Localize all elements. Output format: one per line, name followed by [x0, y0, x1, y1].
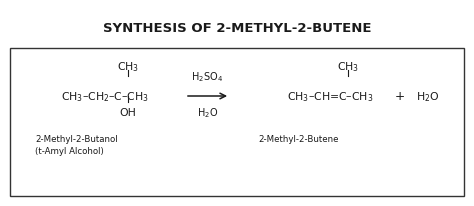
Text: (t-Amyl Alcohol): (t-Amyl Alcohol)	[35, 146, 104, 155]
Text: CH$_3$–CH=C–CH$_3$: CH$_3$–CH=C–CH$_3$	[287, 90, 373, 103]
Text: CH$_3$: CH$_3$	[117, 60, 139, 74]
Text: 2-Methyl-2-Butanol: 2-Methyl-2-Butanol	[35, 134, 118, 143]
Text: OH: OH	[119, 108, 137, 117]
Text: +: +	[395, 90, 405, 103]
Text: H$_2$O: H$_2$O	[416, 90, 440, 103]
Text: H$_2$SO$_4$: H$_2$SO$_4$	[191, 70, 224, 83]
Text: H$_2$O: H$_2$O	[197, 106, 218, 119]
Text: SYNTHESIS OF 2-METHYL-2-BUTENE: SYNTHESIS OF 2-METHYL-2-BUTENE	[103, 22, 371, 35]
Text: 2-Methyl-2-Butene: 2-Methyl-2-Butene	[258, 134, 338, 143]
Text: CH$_3$: CH$_3$	[337, 60, 359, 74]
Text: CH$_3$–CH$_2$–C–CH$_3$: CH$_3$–CH$_2$–C–CH$_3$	[61, 90, 149, 103]
